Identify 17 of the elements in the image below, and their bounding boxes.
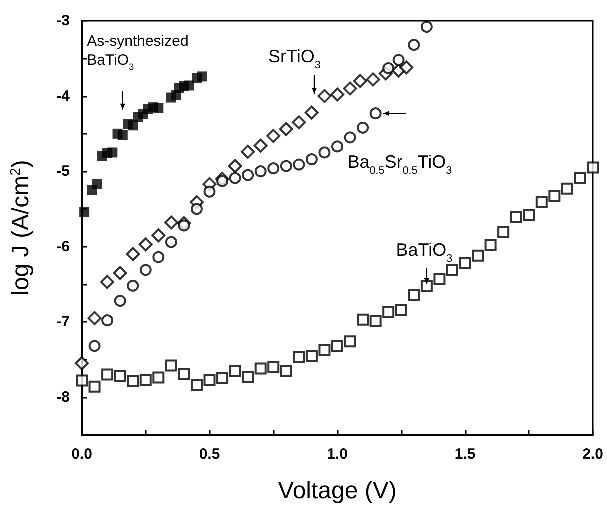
x-tick-label: 0.5	[199, 446, 220, 463]
y-axis-title: log J (A/cm2)	[7, 160, 34, 296]
y-tick-label: -8	[56, 388, 70, 406]
series-label: BaTiO$_{3}$	[396, 240, 453, 265]
y-tick-label: -5	[56, 163, 70, 180]
x-tick-label: 1.0	[327, 446, 348, 463]
y-tick-label: -4	[56, 88, 71, 105]
series-label: Ba$_{0.5}$Sr$_{0.5}$TiO$_{3}$	[348, 152, 452, 177]
series-label: SrTiO$_{3}$	[268, 46, 321, 72]
y-tick-label: -6	[56, 238, 70, 256]
y-tick-label: -7	[56, 314, 70, 331]
x-tick-label: 2.0	[582, 446, 604, 463]
y-tick-label: -3	[56, 12, 70, 30]
x-axis-title: Voltage (V)	[278, 478, 397, 504]
series-label: As-synthesized BaTiO$_{3}$	[87, 32, 189, 72]
x-tick-label: 1.5	[454, 446, 476, 463]
x-tick-label: 0.0	[72, 446, 92, 463]
